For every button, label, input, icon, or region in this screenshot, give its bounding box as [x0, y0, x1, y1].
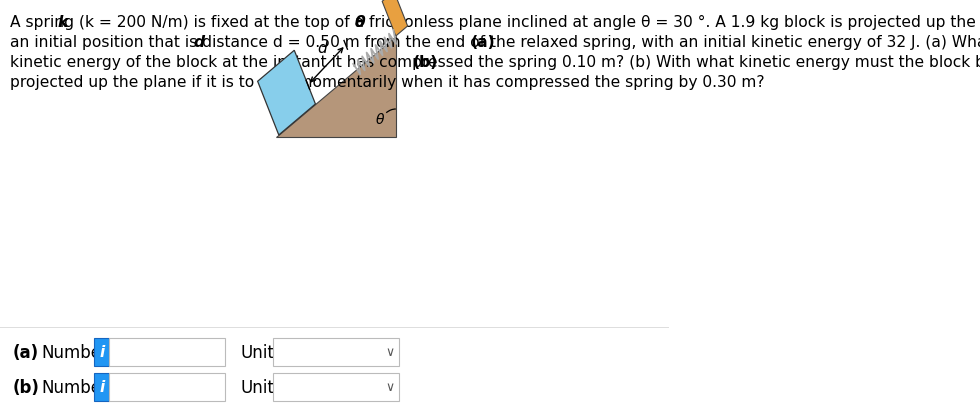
Text: Number: Number [41, 343, 108, 361]
Text: (b): (b) [413, 55, 438, 70]
Text: d: d [193, 35, 204, 50]
Text: θ: θ [355, 15, 366, 30]
Polygon shape [382, 0, 408, 37]
Text: Units: Units [240, 343, 283, 361]
Text: Number: Number [41, 378, 108, 396]
FancyBboxPatch shape [109, 373, 225, 401]
FancyBboxPatch shape [94, 338, 109, 366]
Polygon shape [276, 37, 396, 138]
FancyBboxPatch shape [273, 338, 399, 366]
Text: (a): (a) [470, 35, 496, 50]
Text: kinetic energy of the block at the instant it has compressed the spring 0.10 m? : kinetic energy of the block at the insta… [10, 55, 980, 70]
Text: (b): (b) [13, 378, 39, 396]
Text: A spring (k = 200 N/m) is fixed at the top of a frictionless plane inclined at a: A spring (k = 200 N/m) is fixed at the t… [10, 15, 980, 30]
FancyBboxPatch shape [273, 373, 399, 401]
Text: Units: Units [240, 378, 283, 396]
Polygon shape [258, 51, 316, 136]
FancyBboxPatch shape [94, 373, 109, 401]
Text: $d$: $d$ [317, 40, 328, 56]
Text: (a): (a) [13, 343, 38, 361]
Text: an initial position that is distance d = 0.50 m from the end of the relaxed spri: an initial position that is distance d =… [10, 35, 980, 50]
Text: i: i [99, 380, 104, 395]
Text: ∨: ∨ [385, 380, 394, 393]
Text: ∨: ∨ [385, 346, 394, 359]
Text: θ: θ [375, 113, 384, 127]
Text: i: i [99, 345, 104, 360]
Text: k: k [57, 15, 68, 30]
Text: projected up the plane if it is to stop momentarily when it has compressed the s: projected up the plane if it is to stop … [10, 75, 764, 90]
FancyBboxPatch shape [109, 338, 225, 366]
